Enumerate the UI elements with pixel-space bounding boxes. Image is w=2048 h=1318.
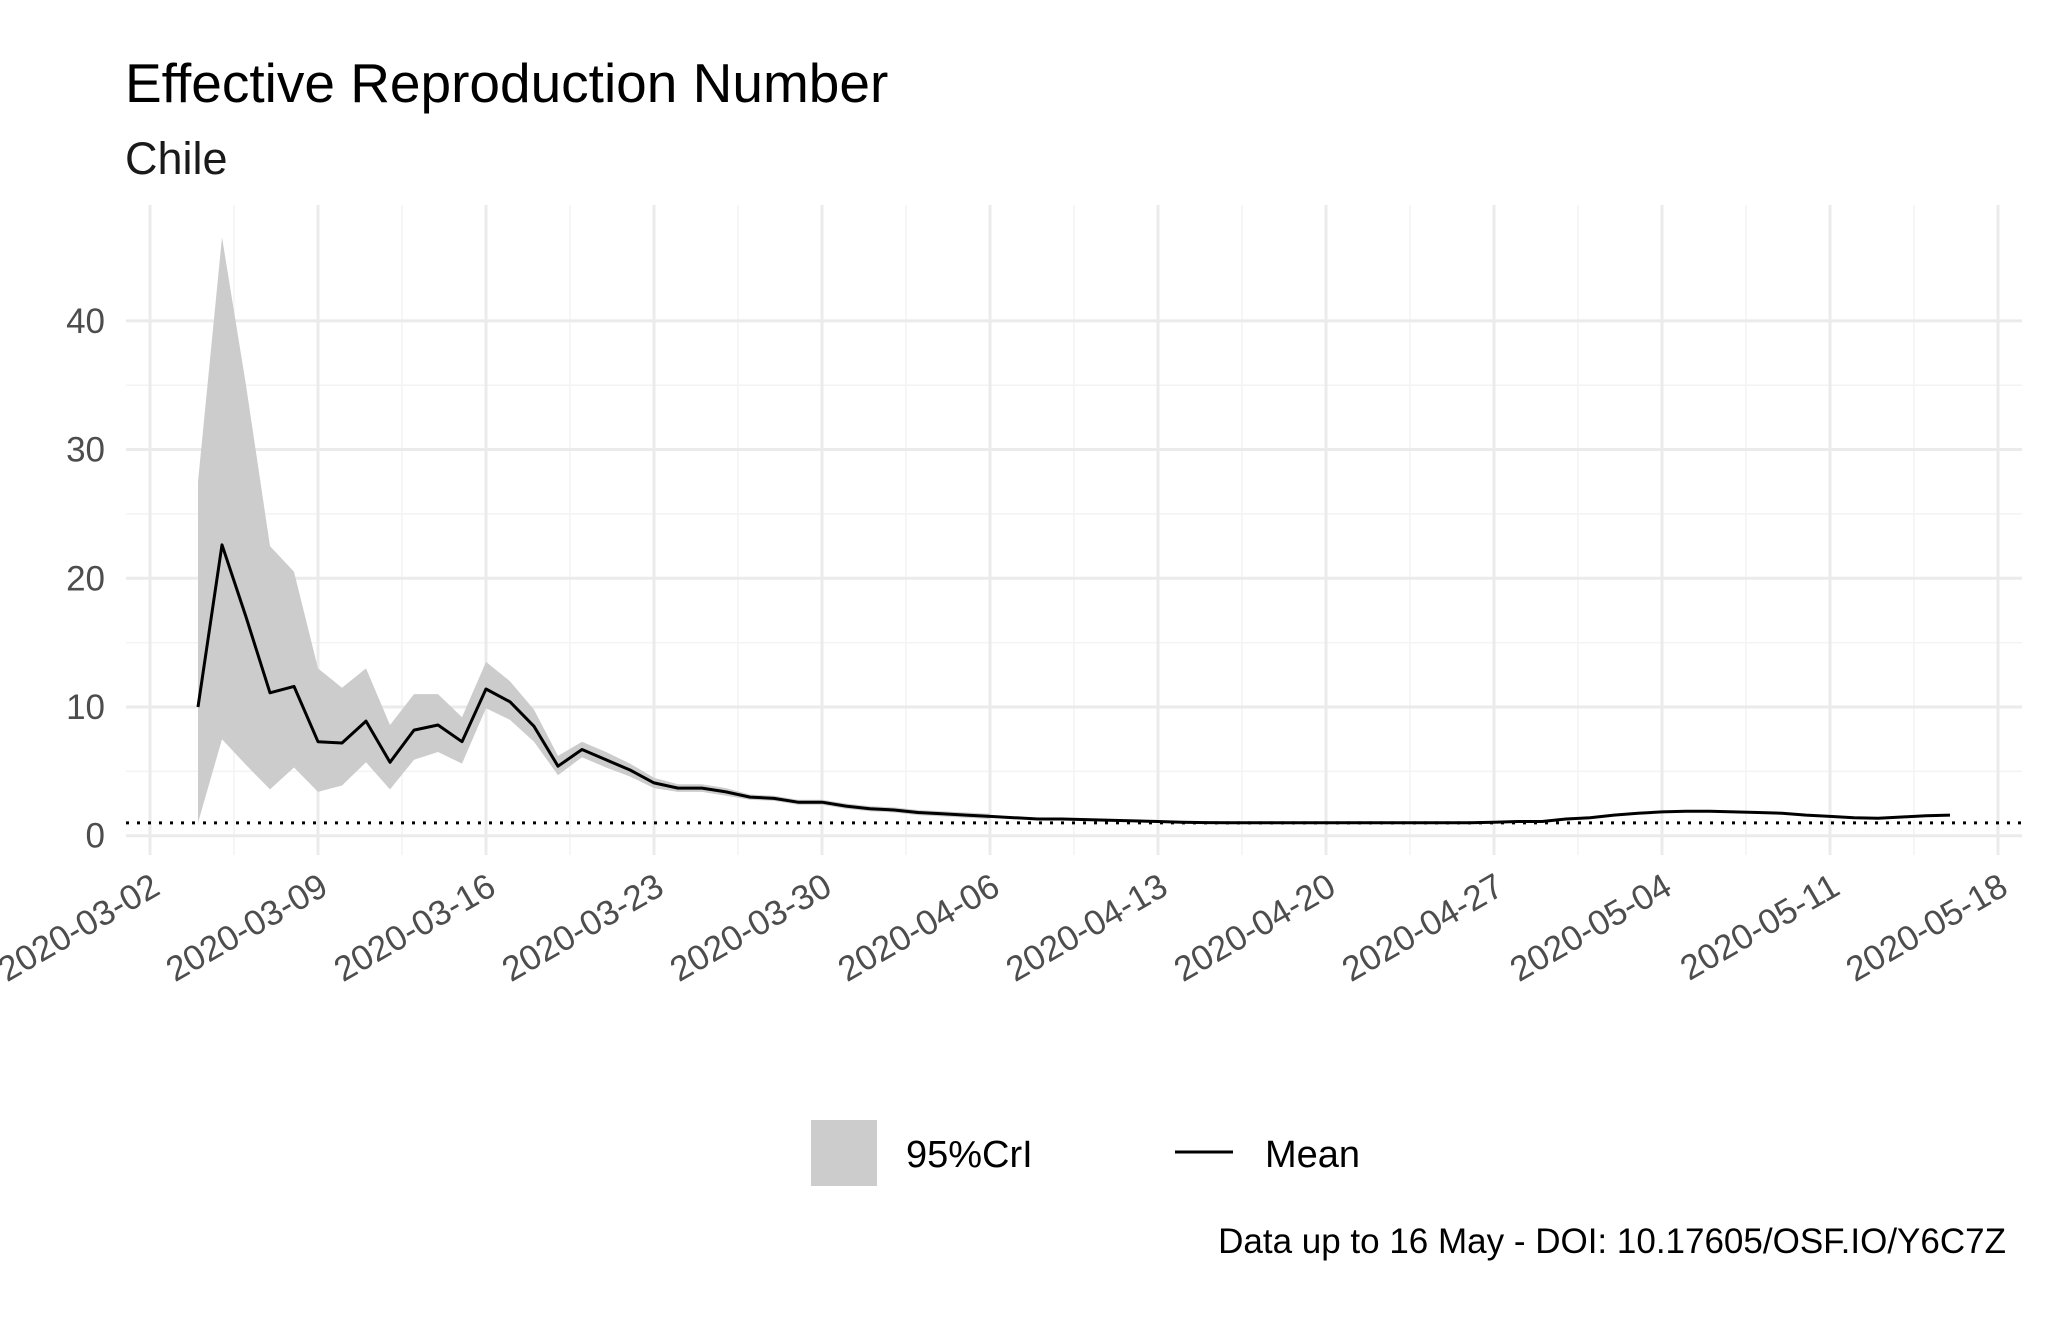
legend-label-line: Mean — [1265, 1134, 1360, 1176]
y-axis-ticks: 0 10 20 30 40 — [66, 302, 105, 856]
major-grid — [126, 205, 2022, 855]
legend-label-ribbon: 95%CrI — [906, 1134, 1033, 1176]
x-tick-label: 2020-05-04 — [1503, 866, 1678, 989]
x-tick-label: 2020-04-20 — [1167, 866, 1342, 989]
legend: 95%CrI Mean — [811, 1120, 1360, 1186]
y-tick-label: 40 — [66, 302, 105, 341]
x-tick-label: 2020-05-11 — [1674, 866, 1846, 988]
x-tick-label: 2020-03-02 — [0, 866, 166, 989]
y-tick-label: 0 — [86, 817, 105, 856]
mean-line-layer — [196, 543, 1951, 825]
x-tick-label: 2020-03-30 — [663, 866, 838, 989]
x-tick-label: 2020-05-18 — [1839, 866, 2014, 989]
chart-caption: Data up to 16 May - DOI: 10.17605/OSF.IO… — [1218, 1222, 2006, 1261]
x-tick-label: 2020-04-27 — [1335, 866, 1510, 989]
chart-subtitle: Chile — [125, 133, 228, 184]
legend-key-ribbon — [811, 1120, 877, 1186]
mean-line — [196, 543, 1951, 825]
y-tick-label: 30 — [66, 431, 105, 470]
x-tick-label: 2020-04-06 — [831, 866, 1006, 989]
x-tick-label: 2020-03-16 — [327, 866, 502, 989]
credible-interval-layer — [198, 237, 990, 823]
chart-title: Effective Reproduction Number — [125, 52, 889, 114]
x-tick-label: 2020-03-23 — [495, 866, 670, 989]
x-tick-label: 2020-04-13 — [999, 866, 1174, 989]
x-tick-label: 2020-03-09 — [159, 866, 334, 989]
credible-interval-band — [198, 237, 990, 823]
y-tick-label: 10 — [66, 688, 105, 727]
y-tick-label: 20 — [66, 559, 105, 598]
x-axis-ticks: 2020-03-022020-03-092020-03-162020-03-23… — [0, 866, 2014, 989]
